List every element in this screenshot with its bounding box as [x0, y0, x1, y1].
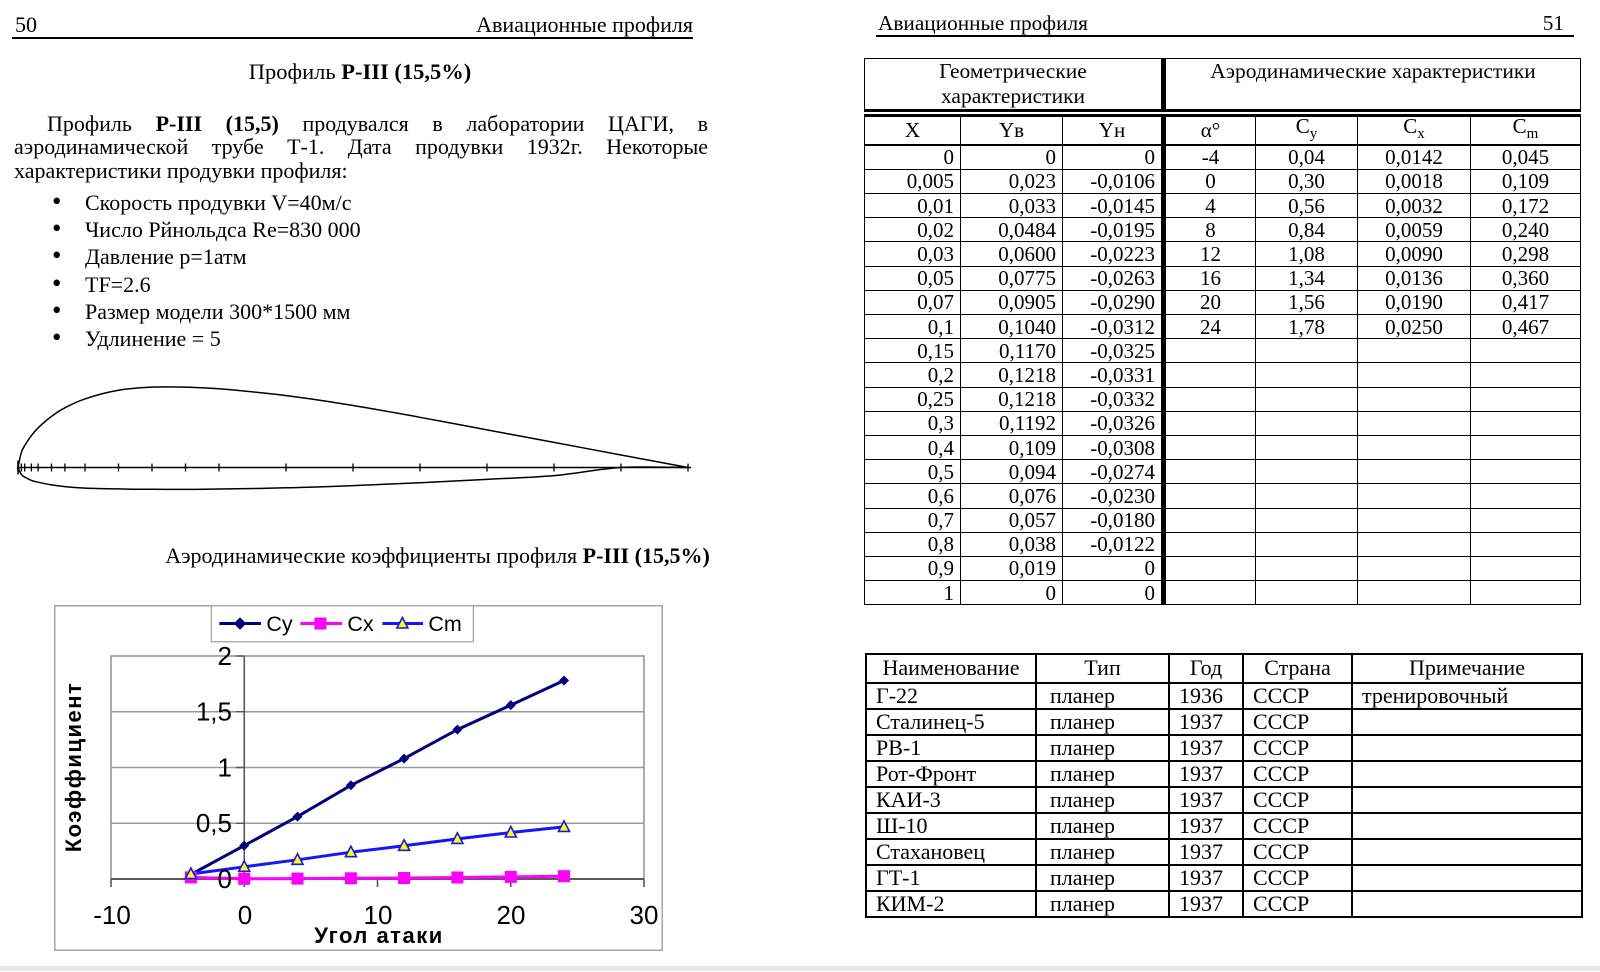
- svg-text:30: 30: [630, 900, 659, 930]
- svg-text:1: 1: [218, 753, 232, 783]
- svg-text:2: 2: [218, 641, 232, 671]
- svg-text:20: 20: [497, 900, 526, 930]
- svg-text:-10: -10: [93, 900, 131, 930]
- svg-text:0: 0: [218, 864, 232, 894]
- svg-text:Cm: Cm: [428, 612, 461, 636]
- svg-text:0: 0: [238, 900, 252, 930]
- svg-text:Коэффициент: Коэффициент: [61, 682, 86, 853]
- svg-text:Cy: Cy: [266, 612, 293, 636]
- svg-text:Cx: Cx: [347, 612, 374, 636]
- svg-text:10: 10: [364, 900, 393, 930]
- svg-text:1,5: 1,5: [196, 697, 232, 727]
- svg-text:Угол атаки: Угол атаки: [314, 923, 443, 948]
- svg-text:0,5: 0,5: [196, 808, 232, 838]
